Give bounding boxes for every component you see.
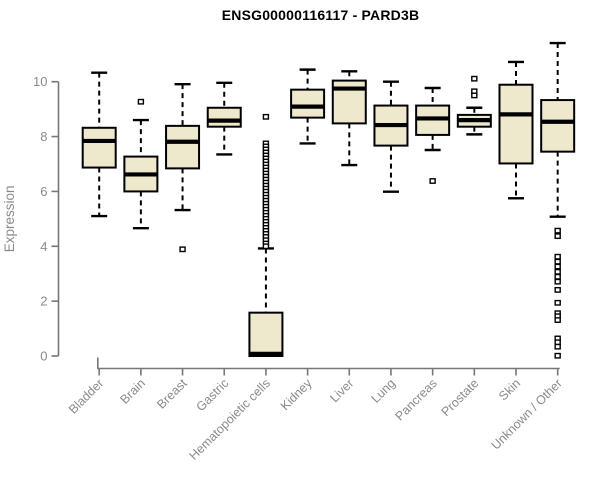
iqr-box xyxy=(290,88,326,119)
iqr-box xyxy=(248,311,284,358)
boxplot-group xyxy=(206,81,242,156)
outlier-point xyxy=(554,263,561,270)
outlier-point xyxy=(554,233,561,240)
boxplot-group xyxy=(498,60,534,200)
x-axis-category-label: Pancreas xyxy=(393,376,440,423)
iqr-box xyxy=(81,126,117,169)
outlier-point xyxy=(554,227,561,234)
y-axis-tick-label: 10 xyxy=(33,74,47,89)
iqr-box xyxy=(540,99,576,153)
boxplot-group xyxy=(373,80,409,193)
boxplot-group xyxy=(123,98,159,230)
x-axis-category-label: Brain xyxy=(117,376,148,407)
outlier-point xyxy=(554,343,561,350)
outlier-point xyxy=(554,253,561,260)
outlier-point xyxy=(554,286,561,293)
x-axis-category-label: Prostate xyxy=(439,376,482,419)
x-axis-category-label: Skin xyxy=(496,376,523,403)
outlier-point xyxy=(471,75,478,82)
iqr-box xyxy=(206,106,242,128)
outlier-point xyxy=(262,243,270,250)
x-axis-category-label: Kidney xyxy=(278,376,315,413)
outlier-point xyxy=(554,258,561,265)
outlier-point xyxy=(554,268,561,275)
outlier-point xyxy=(554,352,561,359)
boxplot-group xyxy=(248,113,284,358)
x-axis-category-label: Bladder xyxy=(66,376,106,416)
outlier-point xyxy=(262,113,270,120)
x-axis-category-label: Hematopoietic cells xyxy=(186,376,273,463)
x-axis-category-label: Gastric xyxy=(193,376,231,414)
chart-title: ENSG00000116117 - PARD3B xyxy=(221,7,420,23)
x-axis-category-label: Lung xyxy=(369,376,399,406)
x-axis-category-label: Breast xyxy=(154,376,190,412)
boxplot-group xyxy=(81,71,117,218)
y-axis-tick-label: 0 xyxy=(40,349,47,364)
boxplot-group xyxy=(165,82,201,253)
outlier-point xyxy=(554,278,561,285)
x-axis-category-label: Liver xyxy=(327,376,356,405)
y-axis-tick-label: 2 xyxy=(40,294,47,309)
y-axis-tick-label: 8 xyxy=(40,129,47,144)
y-axis-tick-label: 4 xyxy=(40,239,47,254)
outlier-point xyxy=(137,98,145,105)
outlier-point xyxy=(471,92,478,99)
boxplot-group xyxy=(290,68,326,145)
boxplot-group xyxy=(456,75,492,136)
x-axis-category-label: Unknown / Other xyxy=(489,376,565,452)
outlier-point xyxy=(554,273,561,280)
boxplot-group xyxy=(415,86,451,184)
outlier-point xyxy=(429,178,436,184)
boxplot-group xyxy=(331,70,367,167)
outlier-point xyxy=(554,299,561,306)
y-axis-title: Expression xyxy=(2,185,17,252)
iqr-box xyxy=(165,124,201,170)
y-axis-tick-label: 6 xyxy=(40,184,47,199)
outlier-point xyxy=(179,246,186,253)
outlier-point xyxy=(554,317,561,323)
iqr-box xyxy=(498,83,534,165)
boxplot-group xyxy=(540,41,576,359)
